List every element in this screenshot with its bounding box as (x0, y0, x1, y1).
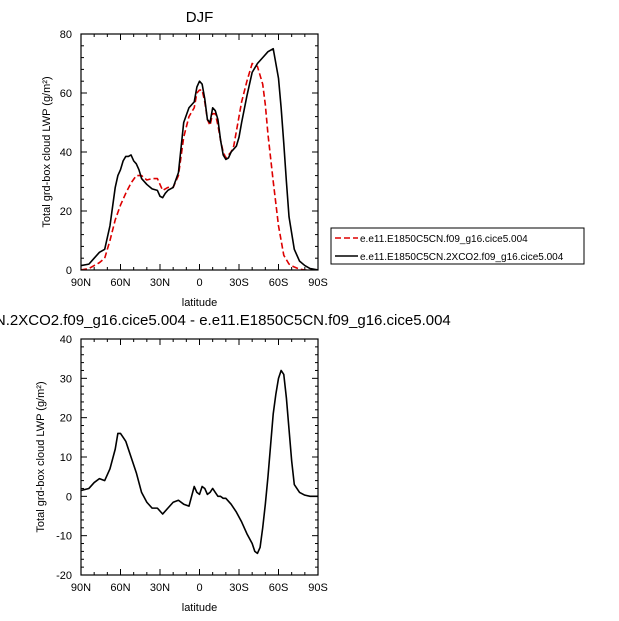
y-tick-label: -20 (56, 570, 72, 582)
y-tick-label: 30 (60, 373, 72, 385)
top-panel: DJF 90N 60N 30N 0 30S 60S 90S 0 20 40 60 80 latitude T… (41, 9, 328, 309)
series-line-0 (81, 369, 318, 555)
y-tick-label: 0 (66, 491, 72, 503)
legend: e.e11.E1850C5CN.f09_g16.cice5.004 e.e11.E… (330, 227, 585, 265)
y-axis-label: Total grd-box cloud LWP (g/m²) (35, 381, 47, 532)
x-tick-label: 30S (229, 277, 249, 289)
x-tick-label: 30N (150, 582, 170, 594)
legend-entry-0: e.e11.E1850C5CN.f09_g16.cice5.004 (360, 234, 528, 245)
y-tick-label: 20 (60, 413, 72, 425)
series-group (81, 47, 318, 270)
x-tick-label: 90S (308, 277, 328, 289)
x-tick-label: 30N (150, 277, 170, 289)
y-tick-label: 40 (60, 334, 72, 346)
chart-title: 50C5CN.2XCO2.f09_g16.cice5.004 - e.e11.E… (0, 312, 451, 329)
y-tick-label: 40 (60, 147, 72, 159)
x-tick-label: 60N (110, 582, 130, 594)
chart-title: DJF (186, 9, 214, 26)
x-tick-label: 60N (110, 277, 130, 289)
bottom-panel: 50C5CN.2XCO2.f09_g16.cice5.004 - e.e11.E… (0, 312, 451, 614)
x-axis-label: latitude (182, 297, 217, 309)
x-tick-label: 90S (308, 582, 328, 594)
plot-frame (80, 33, 319, 271)
y-tick-label: 0 (66, 265, 72, 277)
x-tick-label: 0 (196, 277, 202, 289)
y-tick-label: -10 (56, 531, 72, 543)
x-tick-label: 90N (71, 277, 91, 289)
x-tick-label: 60S (269, 277, 289, 289)
legend-entry-1: e.e11.E1850C5CN.2XCO2.f09_g16.cice5.004 (360, 252, 564, 263)
x-tick-label: 30S (229, 582, 249, 594)
y-tick-label: 80 (60, 29, 72, 41)
x-tick-label: 90N (71, 582, 91, 594)
legend-box (330, 227, 585, 265)
series-group (81, 369, 318, 555)
y-axis-label: Total grd-box cloud LWP (g/m²) (41, 76, 53, 227)
y-tick-label: 60 (60, 88, 72, 100)
x-tick-label: 0 (196, 582, 202, 594)
y-tick-label: 20 (60, 206, 72, 218)
x-axis-label: latitude (182, 602, 217, 614)
series-line-0 (81, 62, 318, 270)
x-tick-label: 60S (269, 582, 289, 594)
plot-frame (80, 338, 319, 576)
y-tick-label: 10 (60, 452, 72, 464)
series-line-1 (81, 47, 318, 270)
